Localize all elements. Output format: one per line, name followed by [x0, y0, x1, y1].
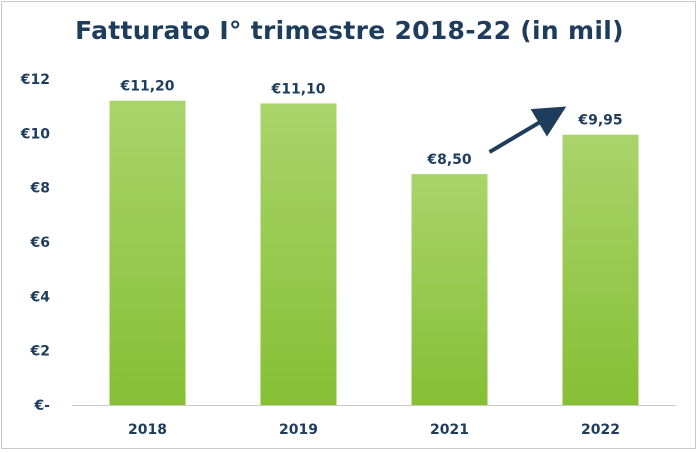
- x-category-label: 2021: [430, 422, 469, 438]
- bar: [411, 174, 488, 405]
- y-tick-label: €10: [20, 126, 50, 142]
- x-category-label: 2018: [128, 422, 167, 438]
- y-tick-label: €6: [30, 235, 50, 251]
- bar: [562, 134, 639, 406]
- y-tick-label: €4: [30, 289, 51, 305]
- y-tick-label: €-: [33, 398, 50, 414]
- y-tick-label: €2: [30, 344, 50, 360]
- bar: [260, 103, 337, 405]
- data-label: €11,20: [119, 79, 174, 95]
- data-label: €9,95: [577, 113, 622, 129]
- y-tick-label: €8: [30, 181, 50, 197]
- bar: [109, 100, 186, 405]
- y-tick-label: €12: [20, 72, 50, 88]
- trend-arrow: [488, 106, 567, 154]
- x-category-label: 2022: [581, 422, 620, 438]
- data-label: €8,50: [426, 152, 472, 168]
- chart-title: Fatturato I° trimestre 2018-22 (in mil): [75, 16, 624, 45]
- data-label: €11,10: [270, 81, 325, 97]
- x-category-label: 2019: [279, 422, 318, 438]
